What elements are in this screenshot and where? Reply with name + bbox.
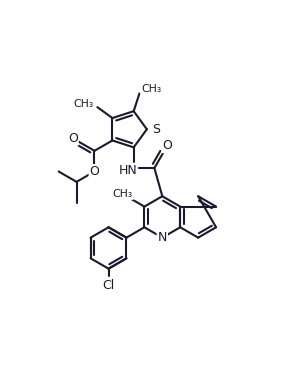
Text: S: S <box>152 123 160 136</box>
Text: Cl: Cl <box>103 279 115 292</box>
Text: O: O <box>162 139 172 152</box>
Text: N: N <box>158 231 167 244</box>
Text: O: O <box>90 165 99 178</box>
Text: CH₃: CH₃ <box>113 189 133 199</box>
Text: CH₃: CH₃ <box>141 84 161 94</box>
Text: CH₃: CH₃ <box>73 99 93 109</box>
Text: O: O <box>68 132 78 145</box>
Text: HN: HN <box>118 164 137 177</box>
